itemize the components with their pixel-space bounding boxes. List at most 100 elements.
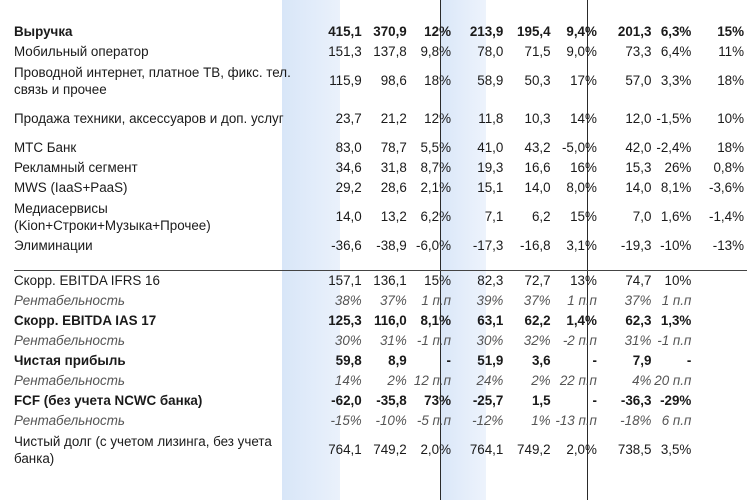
value-cell: - (686, 353, 692, 368)
row-label: Продажа техники, аксессуаров и доп. услу… (14, 111, 284, 127)
value-cell: - (446, 353, 451, 368)
table-row: Рекламный сегмент 34,6 31,8 8,7% 19,3 16,6 16%… (14, 158, 747, 178)
value-cell: 11,8 (478, 111, 504, 126)
value-cell: 43,2 (524, 140, 551, 155)
value-cell (694, 311, 747, 331)
value-cell: 9,4% (566, 24, 597, 39)
value-cell (694, 431, 747, 469)
value-cell: 738,5 (617, 442, 652, 457)
row-label: Рентабельность (14, 333, 125, 349)
row-label: Чистая прибыль (14, 353, 126, 369)
table-row: Скорр. EBITDA IAS 17 125,3 116,0 8,1% 63,1 62… (14, 311, 747, 331)
value-cell: 10,3 (524, 111, 551, 126)
value-cell: 13% (550, 270, 600, 291)
value-cell: 3,6 (531, 353, 551, 368)
value-cell: 1 п.п (567, 293, 597, 308)
value-cell: 29,2 (335, 180, 362, 195)
row-label: Медиасервисы (Kion+Строки+Музыка+Прочее) (14, 200, 211, 234)
value-cell: 24% (476, 373, 504, 388)
value-cell: 9,0% (566, 44, 597, 59)
row-label: МТС Банк (14, 140, 77, 156)
value-cell: 201,3 (617, 24, 652, 39)
value-cell: 3,1% (566, 238, 597, 253)
value-cell: 1,4% (566, 313, 597, 328)
value-cell: 115,9 (329, 73, 362, 88)
value-cell: 72,7 (503, 270, 551, 291)
value-cell: -2 п.п (562, 333, 597, 348)
value-cell: -35,8 (376, 393, 407, 408)
value-cell: 71,5 (524, 44, 551, 59)
row-label: Рекламный сегмент (14, 160, 138, 176)
value-cell: -10% (375, 413, 407, 428)
value-cell: 6,2 (531, 209, 551, 224)
value-cell: 98,6 (380, 73, 407, 88)
value-cell: -16,8 (520, 238, 551, 253)
value-cell: -1,4% (709, 209, 744, 224)
table-row: Рентабельность -15% -10% -5 п.п -12% 1% -13 п.… (14, 411, 747, 431)
value-cell (694, 331, 747, 351)
column-highlight-1 (282, 0, 340, 500)
value-cell: 62,2 (524, 313, 551, 328)
value-cell: 1,3% (660, 313, 692, 328)
value-cell: 7,9 (632, 353, 652, 368)
value-cell: 14,0 (335, 209, 362, 224)
row-label: Рентабельность (14, 293, 125, 309)
row-label: Скорр. EBITDA IFRS 16 (14, 270, 302, 291)
value-cell (694, 411, 747, 431)
value-cell: 42,0 (625, 140, 652, 155)
value-cell: 59,8 (335, 353, 362, 368)
value-cell: 50,3 (524, 73, 551, 88)
value-cell: 415,1 (328, 24, 362, 39)
value-cell: 73% (424, 393, 451, 408)
value-cell (694, 371, 747, 391)
row-label: Проводной интернет, платное ТВ, фикс. те… (14, 64, 291, 98)
value-cell: - (592, 393, 597, 408)
value-cell: 2,1% (420, 180, 451, 195)
value-cell: 125,3 (328, 313, 362, 328)
table-row: Выручка 415,1 370,9 12% 213,9 195,4 9,4% 201,3 6… (14, 22, 747, 42)
value-cell: -1,5% (656, 111, 692, 126)
value-cell: 18% (424, 73, 451, 88)
value-cell: -10% (660, 238, 692, 253)
value-cell: 8,1% (660, 180, 692, 195)
value-cell: - (592, 353, 597, 368)
value-cell: 2,0% (420, 442, 451, 457)
value-cell: 51,9 (477, 353, 504, 368)
value-cell: 1% (531, 413, 551, 428)
value-cell: 32% (523, 333, 551, 348)
value-cell: 3,5% (660, 442, 692, 457)
table-row: Мобильный оператор 151,3 137,8 9,8% 78,0 71,5… (14, 42, 747, 62)
value-cell: -6,0% (416, 238, 451, 253)
value-cell: -38,9 (376, 238, 407, 253)
table-row: Рентабельность 30% 31% -1 п.п 30% 32% -2 п.п 31… (14, 331, 747, 351)
value-cell: 31% (624, 333, 652, 348)
row-label: FCF (без учета NCWC банка) (14, 393, 203, 409)
value-cell: 82,3 (453, 270, 504, 291)
value-cell: 20 п.п (654, 373, 692, 388)
value-cell: 136,1 (361, 270, 407, 291)
value-cell: 8,9 (388, 353, 407, 368)
value-cell: 15% (570, 209, 597, 224)
value-cell: 151,3 (328, 44, 362, 59)
value-cell: 8,1% (420, 313, 451, 328)
value-cell: -25,7 (472, 393, 504, 408)
value-cell: 8,7% (420, 160, 451, 175)
value-cell: 1,5 (531, 393, 551, 408)
value-cell: 14,0 (524, 180, 551, 195)
value-cell: -5 п.п (416, 413, 451, 428)
value-cell: 73,3 (625, 44, 652, 59)
value-cell: -13% (712, 238, 744, 253)
value-cell: 57,0 (625, 73, 652, 88)
value-cell: -12% (472, 413, 504, 428)
value-cell: 15% (717, 24, 744, 39)
value-cell: -18% (620, 413, 652, 428)
table-row: FCF (без учета NCWC банка) -62,0 -35,8 73% -… (14, 391, 747, 411)
value-cell: 5,5% (420, 140, 451, 155)
row-label: MWS (IaaS+PaaS) (14, 180, 128, 196)
column-divider-1 (440, 0, 442, 500)
value-cell: -19,3 (620, 238, 652, 253)
value-cell: -17,3 (472, 238, 504, 253)
value-cell: 0,8% (713, 160, 744, 175)
value-cell: 4% (632, 373, 652, 388)
